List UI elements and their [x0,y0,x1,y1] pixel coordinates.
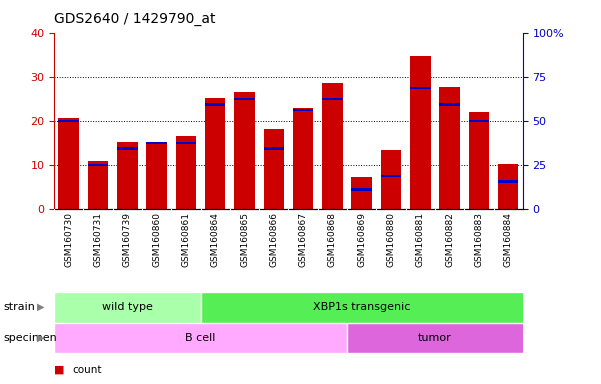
Bar [205,98,225,209]
Bar [54,292,201,323]
Bar [439,86,460,209]
Text: GSM160869: GSM160869 [357,212,366,267]
Bar [322,83,343,209]
Bar [117,142,138,209]
Bar [469,120,489,122]
Bar [498,164,519,209]
Text: ■: ■ [54,365,64,375]
Text: GDS2640 / 1429790_at: GDS2640 / 1429790_at [54,12,216,25]
Bar [410,56,430,209]
Text: GSM160881: GSM160881 [416,212,425,267]
Text: GSM160883: GSM160883 [474,212,483,267]
Bar [498,180,519,183]
Text: GSM160861: GSM160861 [182,212,191,267]
Text: count: count [72,365,102,375]
Bar [352,188,372,191]
Bar [88,164,108,166]
Text: ▶: ▶ [37,302,44,312]
Text: GSM160868: GSM160868 [328,212,337,267]
Bar [322,98,343,100]
Text: GSM160884: GSM160884 [504,212,513,266]
Bar [381,175,401,177]
Text: GSM160739: GSM160739 [123,212,132,267]
Bar [58,118,79,209]
Bar [205,103,225,106]
Bar [234,98,255,100]
Bar [117,147,138,150]
Text: wild type: wild type [102,302,153,312]
Text: strain: strain [3,302,35,312]
Bar [147,143,167,209]
Text: GSM160860: GSM160860 [152,212,161,267]
Bar [347,323,537,353]
Text: GSM160731: GSM160731 [94,212,103,267]
Bar [264,129,284,209]
Bar [352,177,372,209]
Text: B cell: B cell [185,333,216,343]
Bar [58,120,79,122]
Bar [175,142,196,144]
Text: tumor: tumor [418,333,452,343]
Bar [201,292,537,323]
Bar [469,112,489,209]
Bar [381,150,401,209]
Bar [293,108,313,209]
Bar [88,161,108,209]
Text: ▶: ▶ [37,333,44,343]
Text: GSM160880: GSM160880 [386,212,395,267]
Bar [410,86,430,89]
Text: GSM160867: GSM160867 [299,212,308,267]
Text: specimen: specimen [3,333,56,343]
Bar [234,92,255,209]
Text: GSM160864: GSM160864 [211,212,220,266]
Text: GSM160882: GSM160882 [445,212,454,266]
Bar [264,147,284,150]
Bar [147,142,167,144]
Bar [175,136,196,209]
Text: GSM160865: GSM160865 [240,212,249,267]
Bar [439,103,460,106]
Text: XBP1s transgenic: XBP1s transgenic [313,302,410,312]
Text: GSM160866: GSM160866 [269,212,278,267]
Bar [293,109,313,111]
Bar [54,323,347,353]
Text: GSM160730: GSM160730 [64,212,73,267]
